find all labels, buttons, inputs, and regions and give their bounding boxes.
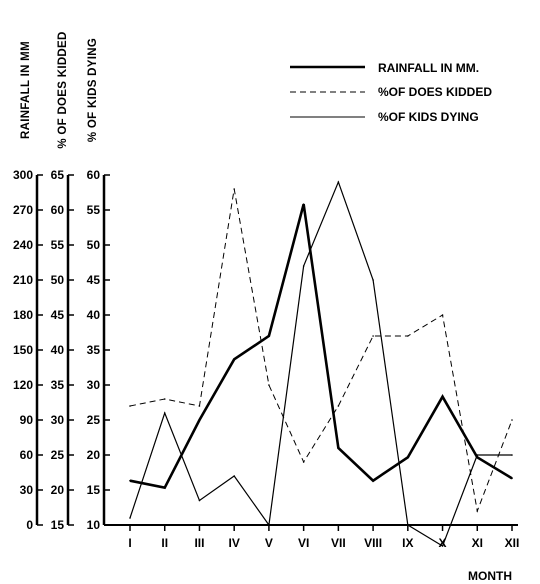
legend-label-rainfall: RAINFALL IN MM.: [378, 61, 479, 75]
x-axis-label: MONTH: [468, 569, 512, 583]
y-tick-label: 50: [51, 273, 65, 287]
y-axis-title-2: % OF DOES KIDDED: [57, 31, 69, 148]
y-tick-label: 240: [13, 238, 33, 252]
data-point: [407, 524, 409, 526]
y-tick-label: 40: [51, 343, 65, 357]
data-point: [511, 454, 513, 456]
data-point: [233, 358, 235, 361]
data-point: [198, 419, 201, 421]
y-tick-label: 40: [87, 308, 101, 322]
y-tick-label: 270: [13, 203, 33, 217]
legend-label-kids-dying: %OF KIDS DYING: [378, 110, 479, 124]
y-tick-label: 45: [51, 308, 65, 322]
x-tick-label: VIII: [364, 536, 382, 550]
data-point: [407, 335, 409, 337]
y-tick-label: 150: [13, 343, 33, 357]
series-line-1: [129, 203, 513, 490]
data-point: [337, 447, 340, 449]
y-tick-label: 20: [87, 448, 101, 462]
series-line-2: [129, 188, 513, 513]
y-tick-label: 20: [51, 483, 65, 497]
y-tick-label: 60: [20, 448, 34, 462]
x-tick-label: II: [161, 536, 168, 550]
data-point: [302, 265, 305, 267]
data-point: [372, 335, 374, 337]
y-tick-label: 15: [87, 483, 101, 497]
data-point: [163, 398, 166, 400]
series-layer: [129, 180, 513, 547]
y-tick-label: 50: [87, 238, 101, 252]
data-point: [268, 335, 270, 337]
y-tick-label: 25: [51, 448, 65, 462]
y-tick-label: 55: [87, 203, 101, 217]
data-point: [198, 405, 201, 407]
series-line-3: [129, 180, 512, 547]
data-point: [372, 279, 374, 281]
y-tick-label: 55: [51, 238, 65, 252]
x-tick-label: I: [128, 536, 131, 550]
data-point: [268, 524, 270, 526]
y-tick-label: 180: [13, 308, 33, 322]
data-point: [302, 461, 305, 463]
x-tick-label: IX: [402, 536, 413, 550]
data-point: [163, 486, 166, 489]
data-point: [441, 395, 444, 398]
x-tick-label: X: [439, 536, 447, 550]
data-point: [476, 454, 479, 456]
y-tick-label: 30: [20, 483, 34, 497]
y-tick-label: 30: [87, 378, 101, 392]
y-tick-label: 210: [13, 273, 33, 287]
x-tick-label: XII: [505, 536, 520, 550]
x-tick-label: XI: [472, 536, 483, 550]
x-tick-label: III: [194, 536, 204, 550]
data-point: [337, 405, 340, 407]
y-tick-label: 300: [13, 168, 33, 182]
x-tick-label: VII: [331, 536, 346, 550]
data-point: [372, 479, 374, 482]
data-point: [129, 405, 131, 407]
y-axis-title-3: % OF KIDS DYING: [87, 38, 99, 142]
data-point: [476, 510, 479, 512]
y-tick-label: 90: [20, 413, 34, 427]
y-tick-label: 35: [51, 378, 65, 392]
y-tick-label: 60: [87, 168, 101, 182]
x-tick-label: V: [265, 536, 273, 550]
y-tick-label: 45: [87, 273, 101, 287]
data-point: [268, 384, 270, 386]
y-tick-label: 0: [26, 518, 33, 532]
data-point: [511, 477, 513, 480]
data-point: [233, 475, 235, 477]
data-point: [511, 419, 513, 421]
y-tick-label: 60: [51, 203, 65, 217]
data-point: [129, 479, 131, 482]
axes-layer: 0 30 60 90 120 150 180 210 240 270 300 RAINFALL IN …: [13, 31, 519, 550]
data-point: [198, 499, 201, 502]
data-point: [407, 456, 409, 459]
y-tick-label: 30: [51, 413, 65, 427]
y-tick-label: 120: [13, 378, 33, 392]
legend: RAINFALL IN MM. %OF DOES KIDDED %OF KIDS…: [290, 61, 492, 124]
data-point: [163, 412, 166, 414]
y-tick-label: 65: [51, 168, 65, 182]
data-point: [441, 545, 444, 547]
data-point: [302, 203, 305, 205]
data-point: [233, 188, 235, 190]
x-tick-label: IV: [229, 536, 240, 550]
legend-label-does-kidded: %OF DOES KIDDED: [378, 85, 492, 99]
data-point: [337, 181, 340, 183]
data-point: [441, 314, 444, 316]
y-axis-title-1: RAINFALL IN MM: [20, 41, 32, 139]
x-tick-label: VI: [298, 536, 309, 550]
y-tick-label: 25: [87, 413, 101, 427]
y-tick-label: 35: [87, 343, 101, 357]
y-tick-label: 15: [51, 518, 65, 532]
y-tick-label: 10: [87, 518, 101, 532]
data-point: [129, 517, 131, 519]
